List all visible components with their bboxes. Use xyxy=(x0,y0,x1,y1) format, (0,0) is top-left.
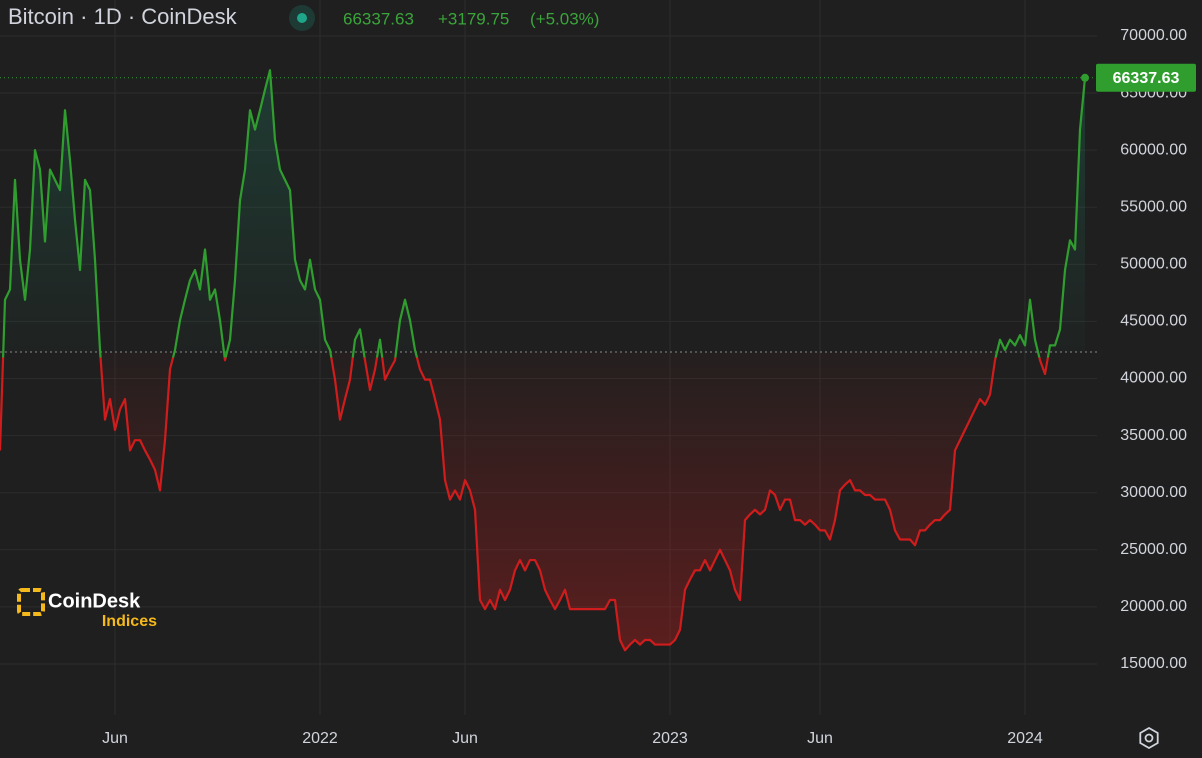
settings-center xyxy=(1144,733,1154,743)
y-tick-label: 50000.00 xyxy=(1120,256,1187,273)
y-tick-label: 15000.00 xyxy=(1120,655,1187,672)
x-tick-label: 2023 xyxy=(652,730,688,747)
y-tick-label: 30000.00 xyxy=(1120,484,1187,501)
y-tick-label: 35000.00 xyxy=(1120,427,1187,444)
header-change-percent: (+5.03%) xyxy=(530,9,599,28)
logo-sub: Indices xyxy=(102,613,157,630)
x-tick-label: Jun xyxy=(452,730,478,747)
x-tick-label: Jun xyxy=(807,730,833,747)
y-tick-label: 60000.00 xyxy=(1120,141,1187,158)
y-tick-label: 55000.00 xyxy=(1120,198,1187,215)
x-tick-label: Jun xyxy=(102,730,128,747)
y-tick-label: 70000.00 xyxy=(1120,27,1187,44)
y-tick-label: 45000.00 xyxy=(1120,313,1187,330)
x-tick-label: 2024 xyxy=(1007,730,1043,747)
y-tick-label: 25000.00 xyxy=(1120,541,1187,558)
header-change: +3179.75 xyxy=(438,9,509,28)
last-point xyxy=(1081,73,1089,82)
logo: CoinDesk Indices xyxy=(17,588,157,630)
baseline-area xyxy=(0,70,1085,651)
y-tick-label: 40000.00 xyxy=(1120,370,1187,387)
last-price-label: 66337.63 xyxy=(1113,70,1180,87)
settings-hex xyxy=(1139,726,1159,750)
y-tick-label: 20000.00 xyxy=(1120,598,1187,615)
x-tick-label: 2022 xyxy=(302,730,338,747)
status-dot xyxy=(297,13,307,23)
logo-name: CoinDesk xyxy=(48,590,141,612)
price-line xyxy=(0,69,1087,652)
header-price: 66337.63 xyxy=(343,9,414,28)
last-price-box xyxy=(1096,63,1196,92)
chart-title: Bitcoin · 1D · CoinDesk xyxy=(8,4,238,29)
settings-icon[interactable] xyxy=(1139,726,1159,750)
